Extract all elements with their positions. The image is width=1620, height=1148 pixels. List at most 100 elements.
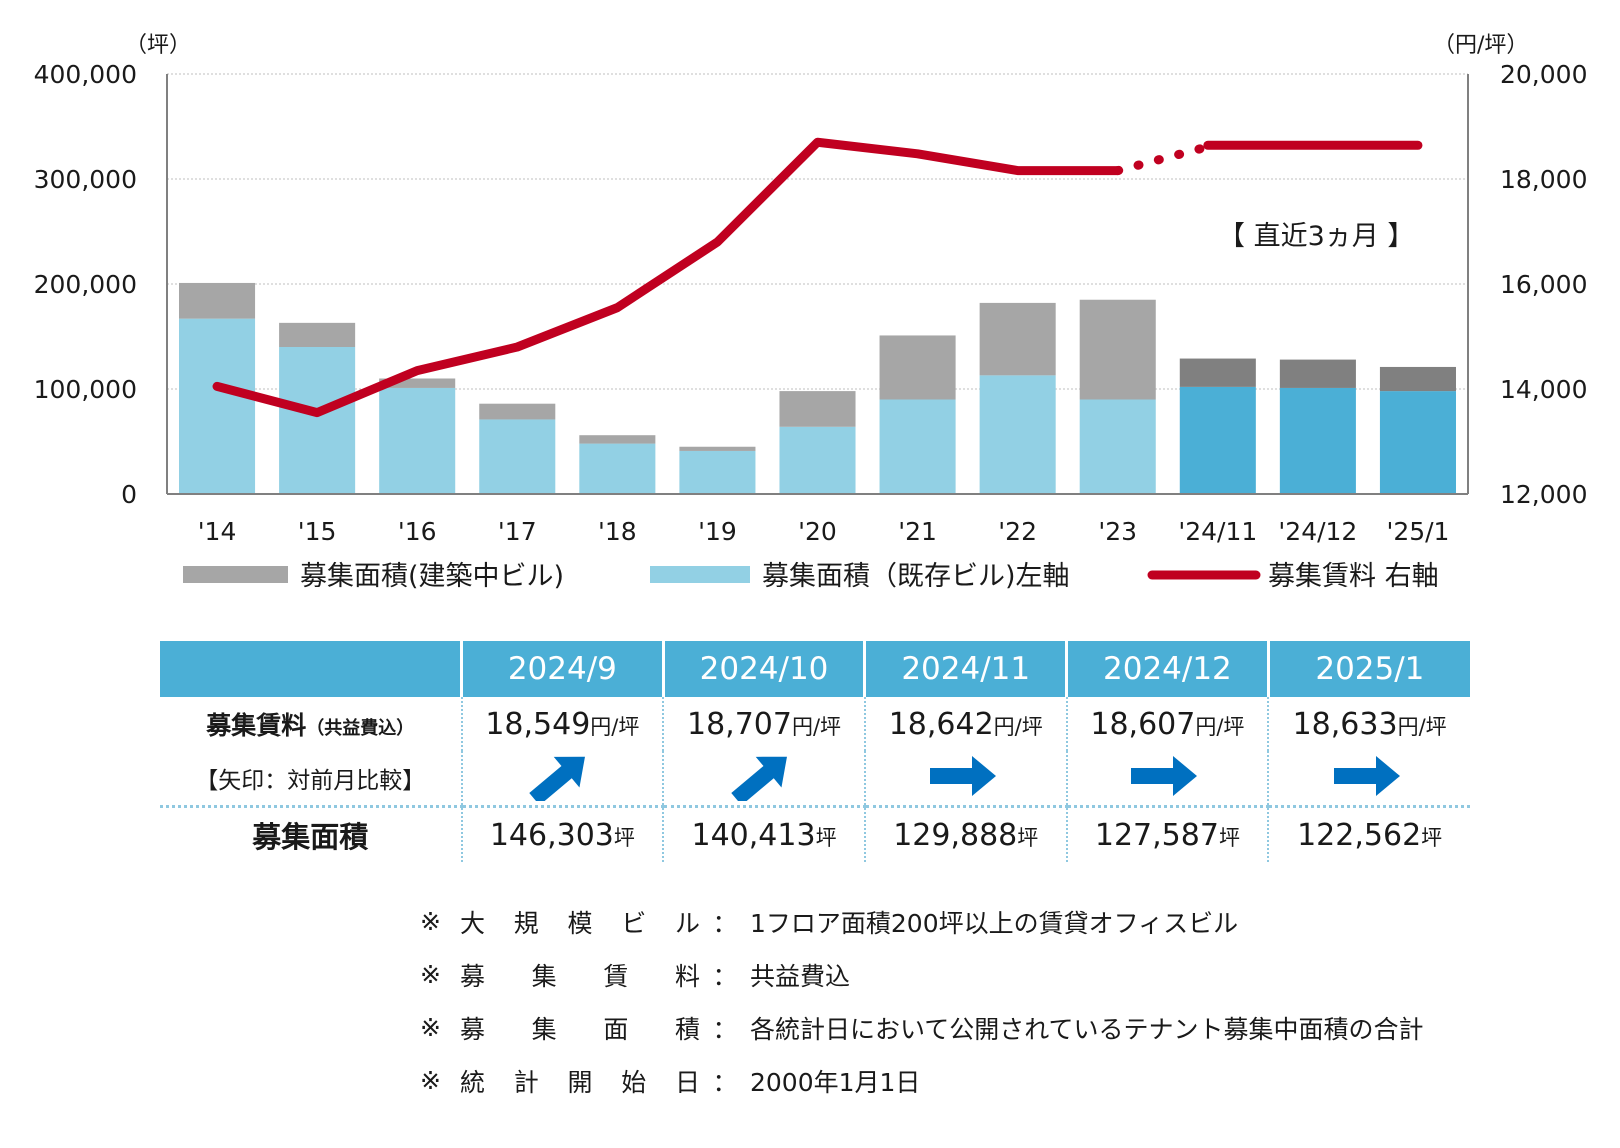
legend-label: 募集面積(建築中ビル) (300, 561, 564, 592)
bar-construction (1079, 299, 1156, 400)
rent-line (212, 137, 1423, 418)
stats-table: 2024/9 2024/10 2024/11 2024/12 2025/1 募集… (160, 641, 1470, 862)
footnote-value: 各統計日において公開されているテナント募集中面積の合計 (750, 1014, 1424, 1044)
table-header-row: 2024/9 2024/10 2024/11 2024/12 2025/1 (160, 641, 1470, 697)
footnote-key-char: 開 (567, 1067, 593, 1097)
rent-unit: 円/坪 (791, 714, 842, 739)
arrow-cell (1065, 751, 1269, 808)
footnote-mark: ※ (420, 1013, 441, 1042)
x-tick-label: '17 (498, 517, 537, 546)
rent-line-solid (212, 137, 1123, 418)
footnote-key-char: 日 (674, 1067, 700, 1097)
rent-unit: 円/坪 (1195, 714, 1245, 739)
y-left-tick-label: 200,000 (34, 270, 137, 299)
bar-construction (679, 446, 756, 451)
area-unit: 坪 (815, 825, 837, 850)
trend-arrow-icon (1333, 756, 1400, 796)
footnote-key-char: 募 (460, 961, 486, 991)
rent-value: 18,707 (687, 706, 792, 742)
footnote-key-char: ビ (621, 908, 647, 938)
area-value: 122,562 (1297, 817, 1422, 853)
stats-table-wrap: 2024/9 2024/10 2024/11 2024/12 2025/1 募集… (160, 641, 1470, 862)
footnote-separator: ： (712, 1014, 738, 1044)
footnote-key-char: 統 (460, 1067, 486, 1097)
footnote-key-char: 大 (460, 908, 486, 938)
area-unit: 坪 (613, 825, 635, 850)
area-cell: 129,888坪 (863, 806, 1067, 862)
x-tick-label: '21 (898, 517, 937, 546)
x-tick-label: '19 (698, 517, 737, 546)
arrow-cell (1267, 751, 1470, 808)
footnote-row: ※ 統計開始日 ： 2000年1月1日 (420, 1054, 1570, 1107)
bar-construction (379, 378, 456, 388)
y-right-tick-label: 14,000 (1500, 375, 1587, 404)
bar-existing (479, 419, 556, 494)
footnote-mark: ※ (420, 960, 441, 989)
bar-existing (879, 399, 956, 494)
footnote-key-char: 集 (531, 1014, 557, 1044)
footnote-separator: ： (712, 1067, 738, 1097)
header-month: 2024/12 (1065, 641, 1269, 697)
area-cell: 140,413坪 (662, 806, 865, 862)
footnote-key-char: 規 (513, 908, 539, 938)
bar-construction (479, 403, 556, 420)
area-label: 募集面積 (252, 820, 369, 854)
footnote-key-char: 積 (674, 1014, 700, 1044)
rent-cell: 18,607円/坪 (1065, 697, 1269, 751)
header-month: 2024/11 (863, 641, 1067, 697)
x-tick-label: '16 (398, 517, 437, 546)
x-tick-label: '24/11 (1178, 517, 1257, 546)
footnote-separator: ： (712, 908, 738, 938)
rent-unit: 円/坪 (993, 714, 1043, 739)
arrow-cell (460, 751, 664, 808)
footnote-key-char: 募 (460, 1014, 486, 1044)
y-right-tick-label: 20,000 (1500, 60, 1587, 89)
tick-labels: 0 100,000 200,000 300,000 400,000 12,000 14,00… (34, 60, 1588, 546)
legend-swatch (650, 566, 750, 583)
rent-row: 募集賃料（共益費込） 18,549円/坪 18,707円/坪 18,642円/坪… (160, 697, 1470, 751)
area-cell: 122,562坪 (1267, 806, 1470, 862)
rent-unit: 円/坪 (1397, 714, 1447, 739)
area-value: 140,413 (691, 817, 816, 853)
arrow-cell (863, 751, 1067, 808)
bar-existing (1379, 391, 1456, 494)
bar-existing (1279, 387, 1356, 494)
bar-existing (279, 347, 356, 494)
y-right-tick-label: 18,000 (1500, 165, 1587, 194)
bar-construction (979, 302, 1056, 376)
rent-row-label: 募集賃料（共益費込） (160, 697, 462, 751)
footnote-key-char: 面 (603, 1014, 629, 1044)
bar-construction (279, 322, 356, 347)
footnote-value: 共益費込 (750, 961, 851, 991)
area-value: 146,303 (489, 817, 614, 853)
rent-label-sub: 【矢印：対前月比較】 (195, 768, 426, 794)
footnote-key-char: 料 (674, 961, 700, 991)
table-corner (160, 641, 462, 697)
footnote-key-char: ル (674, 908, 700, 938)
footnote-row: ※ 募 集 賃 料 ： 共益費込 (420, 948, 1570, 1001)
footnote-key-char: 計 (513, 1067, 539, 1097)
bar-construction (1379, 366, 1456, 392)
rent-unit: 円/坪 (590, 714, 640, 739)
rent-cell: 18,642円/坪 (863, 697, 1067, 751)
x-tick-label: '18 (598, 517, 637, 546)
bar-existing (979, 375, 1056, 494)
footnote-key-char: 模 (567, 908, 593, 938)
bar-existing (179, 318, 256, 494)
bar-construction (1279, 359, 1356, 388)
footnote-value: 1フロア面積200坪以上の賃貸オフィスビル (750, 908, 1239, 938)
x-tick-label: '14 (198, 517, 237, 546)
trend-arrow-icon (929, 756, 996, 796)
y-right-tick-label: 16,000 (1500, 270, 1587, 299)
bar-construction (779, 391, 856, 427)
x-tick-label: '24/12 (1278, 517, 1357, 546)
legend: 募集面積(建築中ビル) 募集面積（既存ビル)左軸 募集賃料 右軸 (183, 561, 1439, 592)
footnote-key: 統計開始日 (460, 1063, 700, 1099)
footnote-key-char: 集 (531, 961, 557, 991)
footnote-key: 募集面積 (460, 1010, 700, 1046)
rent-value: 18,642 (888, 706, 994, 742)
header-month: 2024/9 (460, 641, 664, 697)
footnote-value: 2000年1月1日 (750, 1067, 921, 1097)
bar-existing (779, 426, 856, 494)
area-unit: 坪 (1017, 825, 1039, 850)
